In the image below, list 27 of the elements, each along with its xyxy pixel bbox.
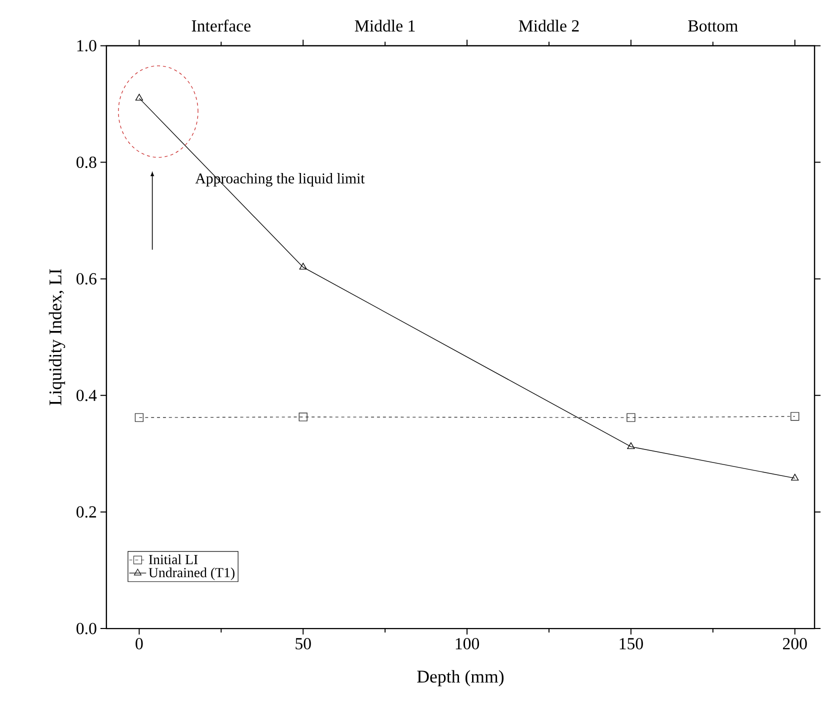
y-tick-label: 0.8 <box>76 156 96 168</box>
y-tick-label: 0.4 <box>76 390 97 402</box>
x-tick-label: 150 <box>620 638 643 650</box>
y-axis-title: Liquidity Index, LI <box>48 269 66 406</box>
x-axis-title: Depth (mm) <box>417 670 504 686</box>
point <box>299 262 307 270</box>
y-tick-label: 0.2 <box>76 506 96 518</box>
y-tick-label: 0.6 <box>76 273 96 285</box>
x-tick-label: 200 <box>782 638 807 650</box>
text: Middle 2 <box>518 20 579 32</box>
x-tick-label: 100 <box>456 638 480 650</box>
legend-label: Undrained (T1) <box>148 567 234 580</box>
point <box>298 412 308 422</box>
point <box>790 412 800 421</box>
y-tick-label: 1.0 <box>77 40 96 52</box>
x-tick-label: 0 <box>136 638 143 650</box>
legend-label: Initial LI <box>148 554 198 564</box>
point <box>627 442 635 450</box>
point <box>791 474 799 480</box>
point <box>626 413 636 422</box>
text: Bottom <box>688 20 738 32</box>
text: Middle 1 <box>354 20 415 32</box>
y-tick-label: 0.0 <box>76 622 96 634</box>
x-tick-label: 50 <box>296 638 311 650</box>
text: Interface <box>192 20 251 32</box>
point <box>134 413 144 422</box>
point <box>135 94 143 100</box>
